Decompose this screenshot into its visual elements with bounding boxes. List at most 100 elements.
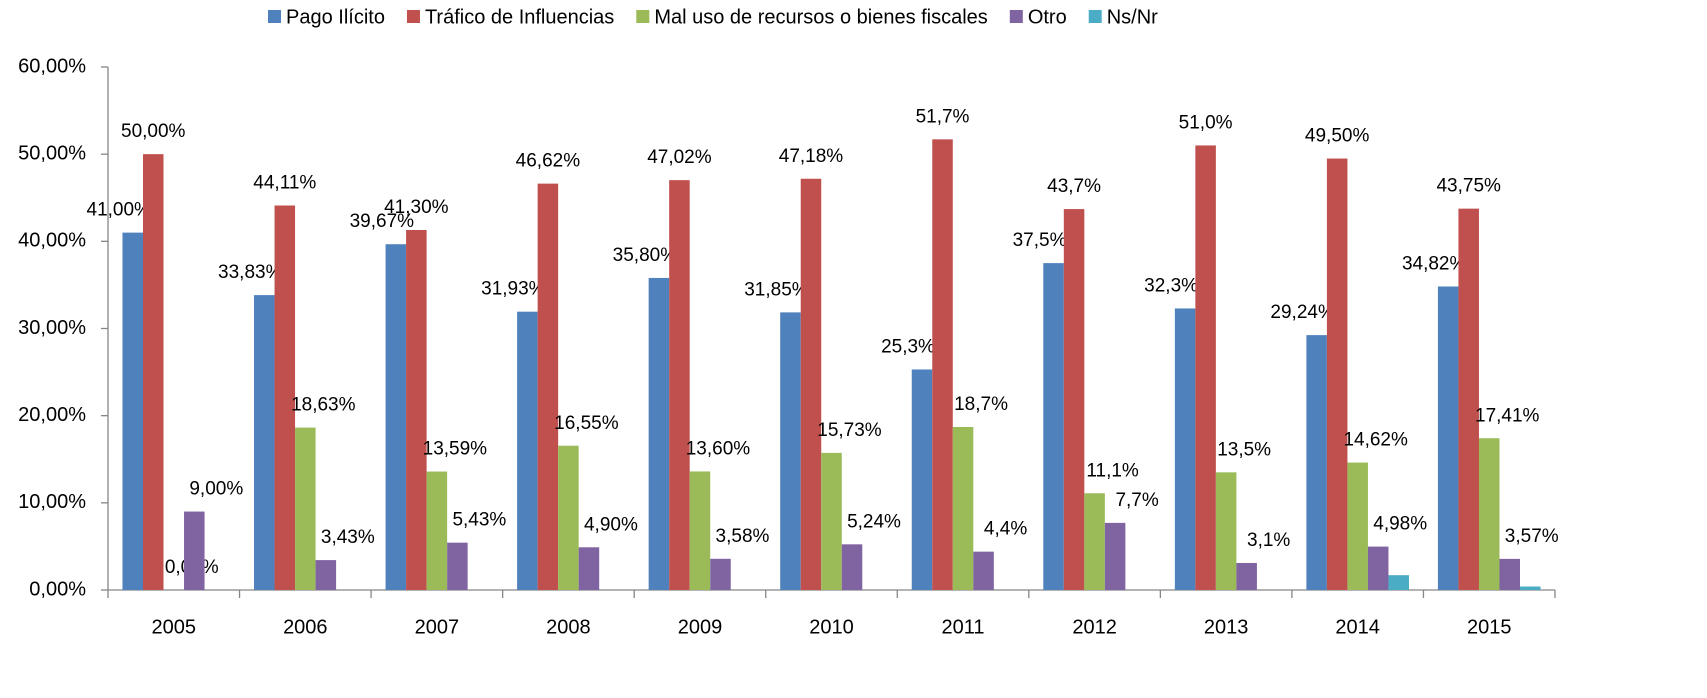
data-label: 16,55% bbox=[554, 413, 619, 434]
data-label: 47,18% bbox=[779, 146, 844, 167]
x-tick-label: 2010 bbox=[809, 616, 854, 638]
bar bbox=[1063, 209, 1085, 590]
data-label: 3,1% bbox=[1247, 530, 1290, 551]
bar bbox=[517, 311, 538, 590]
data-label: 17,41% bbox=[1475, 405, 1540, 426]
bar bbox=[385, 244, 407, 590]
bar bbox=[780, 312, 801, 590]
bar bbox=[254, 295, 275, 590]
bar bbox=[710, 558, 731, 590]
data-label: 3,57% bbox=[1505, 526, 1559, 547]
legend-label: Tráfico de Influencias bbox=[425, 6, 614, 28]
data-label: 31,93% bbox=[481, 279, 546, 300]
data-label: 7,7% bbox=[1115, 490, 1158, 511]
bar bbox=[558, 445, 579, 590]
data-label: 51,0% bbox=[1179, 112, 1233, 133]
y-tick-label: 10,00% bbox=[18, 491, 86, 513]
bar bbox=[841, 544, 863, 590]
data-label: 41,30% bbox=[384, 197, 449, 218]
bar bbox=[122, 232, 143, 590]
bar bbox=[1104, 522, 1126, 590]
bar bbox=[1437, 286, 1459, 590]
data-label: 46,62% bbox=[516, 151, 581, 172]
data-label: 32,3% bbox=[1144, 275, 1198, 296]
data-label: 14,62% bbox=[1343, 430, 1408, 451]
bar bbox=[1499, 558, 1521, 590]
bar bbox=[1520, 586, 1541, 590]
bar bbox=[1306, 335, 1327, 590]
bar bbox=[1347, 462, 1368, 590]
data-label: 33,83% bbox=[218, 262, 283, 283]
y-tick-label: 20,00% bbox=[18, 404, 86, 426]
bar bbox=[1326, 158, 1348, 590]
data-label: 43,75% bbox=[1436, 176, 1501, 197]
data-label: 29,24% bbox=[1270, 302, 1335, 323]
bar bbox=[315, 560, 337, 590]
x-tick-label: 2013 bbox=[1204, 616, 1249, 638]
y-tick-label: 30,00% bbox=[18, 317, 86, 339]
bar bbox=[1215, 472, 1237, 590]
bar bbox=[1195, 145, 1216, 590]
x-tick-label: 2006 bbox=[283, 616, 328, 638]
bar bbox=[142, 154, 164, 590]
x-tick-label: 2012 bbox=[1072, 616, 1117, 638]
data-label: 37,5% bbox=[1013, 230, 1067, 251]
legend-label: Pago Ilícito bbox=[286, 6, 385, 28]
data-label: 4,4% bbox=[984, 519, 1027, 540]
bar bbox=[578, 547, 600, 590]
bar bbox=[1236, 562, 1257, 590]
data-label: 3,58% bbox=[716, 526, 770, 547]
bar bbox=[911, 369, 933, 590]
bar bbox=[537, 183, 559, 590]
bar bbox=[184, 511, 205, 590]
data-label: 39,67% bbox=[350, 211, 415, 232]
legend-swatch bbox=[1009, 10, 1023, 23]
bar bbox=[648, 277, 670, 590]
y-tick-label: 0,00% bbox=[29, 578, 86, 600]
data-label: 43,7% bbox=[1047, 176, 1101, 197]
legend-swatch bbox=[406, 10, 420, 23]
legend-label: Otro bbox=[1028, 6, 1067, 28]
data-label: 18,63% bbox=[291, 395, 356, 416]
data-label: 4,90% bbox=[584, 514, 638, 535]
legend-swatch bbox=[1088, 10, 1102, 23]
y-tick-label: 60,00% bbox=[18, 55, 86, 77]
data-label: 44,11% bbox=[253, 173, 316, 194]
data-label: 47,02% bbox=[647, 147, 712, 168]
data-label: 13,59% bbox=[423, 439, 488, 460]
data-label: 50,00% bbox=[121, 121, 186, 142]
data-label: 41,00% bbox=[87, 200, 152, 221]
data-label: 34,82% bbox=[1402, 254, 1467, 275]
bar bbox=[932, 139, 953, 590]
bar bbox=[952, 426, 974, 590]
bar bbox=[1043, 263, 1064, 590]
legend-label: Ns/Nr bbox=[1107, 6, 1158, 28]
bar bbox=[274, 205, 296, 591]
bar bbox=[1388, 575, 1409, 590]
x-tick-label: 2014 bbox=[1335, 616, 1380, 638]
bar bbox=[669, 180, 690, 590]
bar bbox=[689, 471, 711, 590]
data-label: 35,80% bbox=[613, 245, 678, 266]
bar bbox=[973, 551, 994, 590]
bar bbox=[1367, 546, 1389, 590]
data-label: 9,00% bbox=[189, 479, 243, 500]
x-tick-label: 2015 bbox=[1467, 616, 1512, 638]
x-tick-label: 2007 bbox=[415, 616, 460, 638]
x-tick-label: 2009 bbox=[678, 616, 723, 638]
bar bbox=[406, 230, 427, 591]
data-label: 31,85% bbox=[744, 279, 809, 300]
bar bbox=[800, 178, 822, 590]
bar bbox=[1174, 308, 1196, 590]
data-label: 3,43% bbox=[321, 527, 375, 548]
x-tick-label: 2008 bbox=[546, 616, 591, 638]
data-label: 15,73% bbox=[817, 420, 882, 441]
data-label: 4,98% bbox=[1373, 514, 1427, 535]
y-tick-label: 50,00% bbox=[18, 142, 86, 164]
data-label: 18,7% bbox=[954, 394, 1008, 415]
bar bbox=[295, 427, 316, 590]
bar bbox=[1458, 208, 1479, 591]
x-tick-label: 2011 bbox=[942, 616, 985, 638]
legend-swatch bbox=[268, 10, 281, 23]
